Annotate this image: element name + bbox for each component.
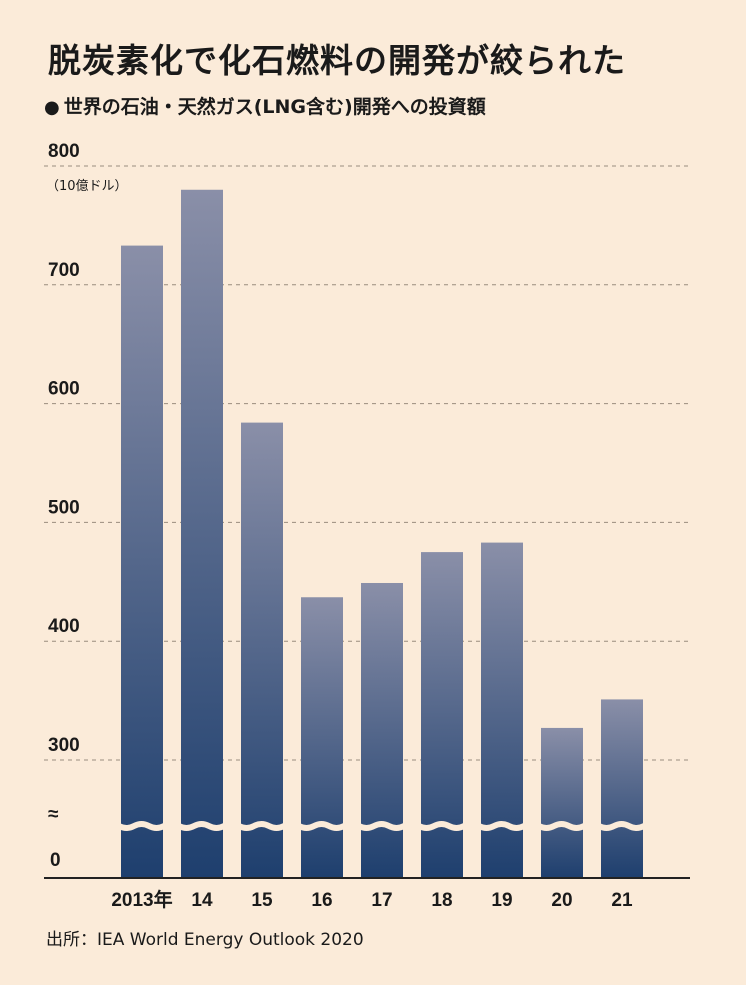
bar: [301, 597, 343, 878]
y-unit-label: （10億ドル）: [46, 178, 128, 194]
x-tick-label: 20: [551, 890, 572, 911]
source-note: 出所：IEA World Energy Outlook 2020: [46, 930, 364, 950]
x-tick-label: 14: [191, 890, 213, 911]
x-tick-label: 19: [491, 890, 512, 911]
bar: [241, 422, 283, 878]
axis-break-band: [42, 821, 706, 831]
y-tick-label: 700: [48, 260, 80, 281]
chart-title: 脱炭素化で化石燃料の開発が絞られた: [48, 41, 626, 80]
x-tick-label: 16: [311, 890, 332, 911]
y-tick-label: 600: [48, 379, 80, 400]
bar: [361, 582, 403, 878]
subtitle-text: 世界の石油・天然ガス(LNG含む)開発への投資額: [63, 96, 486, 118]
y-tick-label: 300: [48, 735, 80, 756]
bar: [121, 245, 163, 878]
x-tick-label: 17: [371, 890, 392, 911]
bar: [181, 189, 223, 878]
y-tick-label: 800: [48, 141, 80, 162]
chart-subtitle: ● 世界の石油・天然ガス(LNG含む)開発への投資額: [44, 92, 486, 119]
x-tick-label: 2013年: [111, 888, 172, 911]
x-tick-label: 21: [611, 890, 633, 911]
axis-break-icon: ≈: [48, 804, 59, 825]
y-tick-label: 400: [48, 616, 80, 637]
bar: [601, 699, 643, 878]
y-tick-label: 500: [48, 497, 80, 518]
bullet-icon: ●: [44, 97, 60, 118]
y-tick-label-zero: 0: [50, 850, 61, 871]
bar: [541, 727, 583, 878]
x-tick-label: 18: [431, 890, 452, 911]
x-tick-label: 15: [251, 890, 273, 911]
